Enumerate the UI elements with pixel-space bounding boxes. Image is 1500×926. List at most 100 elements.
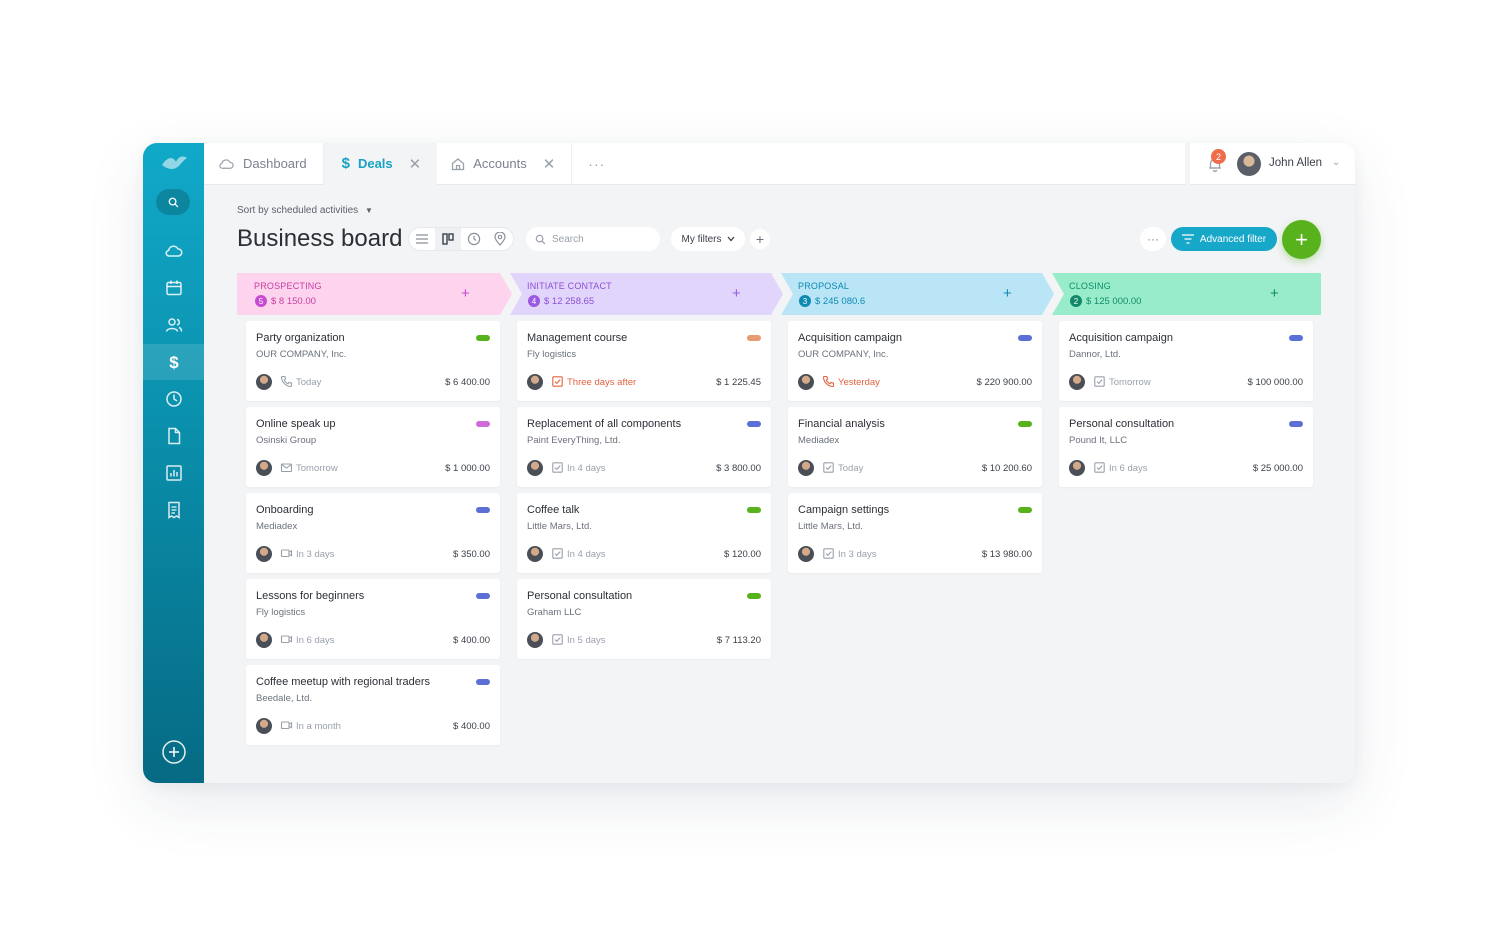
task-icon[interactable] [1093, 375, 1106, 388]
user-name[interactable]: John Allen [1269, 157, 1323, 169]
deal-tag[interactable] [476, 593, 490, 599]
board-view-button[interactable] [435, 228, 461, 250]
sidebar-item-documents[interactable] [143, 418, 204, 454]
list-view-button[interactable] [409, 228, 435, 250]
meeting-icon[interactable] [280, 719, 293, 732]
logo-icon[interactable] [160, 153, 188, 173]
avatar[interactable] [527, 460, 543, 476]
my-filters-dropdown[interactable]: My filters [671, 227, 745, 251]
deal-card[interactable]: Replacement of all components Paint Every… [517, 407, 771, 487]
stage-closing: CLOSING 2 $ 125 000.00 + [1052, 273, 1321, 315]
tab-accounts[interactable]: Accounts ✕ [437, 143, 573, 185]
map-view-button[interactable] [487, 228, 513, 250]
map-pin-icon [494, 232, 506, 246]
deal-card[interactable]: Acquisition campaign OUR COMPANY, Inc. Yes… [788, 321, 1042, 401]
deal-tag[interactable] [476, 507, 490, 513]
meeting-icon[interactable] [280, 547, 293, 560]
deal-tag[interactable] [1018, 335, 1032, 341]
avatar[interactable] [798, 460, 814, 476]
avatar[interactable] [1069, 374, 1085, 390]
sidebar-item-dashboard[interactable] [143, 233, 204, 269]
task-icon[interactable] [551, 633, 564, 646]
task-icon[interactable] [1093, 461, 1106, 474]
add-circle-icon[interactable] [161, 739, 187, 765]
deal-card[interactable]: Personal consultation Pound It, LLC In 6 d… [1059, 407, 1313, 487]
avatar[interactable] [256, 374, 272, 390]
task-icon[interactable] [551, 461, 564, 474]
sidebar-item-reports[interactable] [143, 455, 204, 491]
stage-amount: $ 12 258.65 [544, 295, 595, 307]
deal-tag[interactable] [476, 421, 490, 427]
stage-add-button[interactable]: + [732, 285, 741, 302]
avatar[interactable] [1237, 152, 1261, 176]
timeline-view-button[interactable] [461, 228, 487, 250]
task-icon[interactable] [551, 375, 564, 388]
sidebar-item-deals[interactable]: $ [143, 344, 204, 380]
advanced-filter-button[interactable]: Advanced filter [1171, 227, 1277, 251]
stage-add-button[interactable]: + [1270, 285, 1279, 302]
deal-tag[interactable] [1289, 335, 1303, 341]
deal-card[interactable]: Onboarding Mediadex In 3 days $ 350.00 [246, 493, 500, 573]
deal-tag[interactable] [747, 335, 761, 341]
avatar[interactable] [256, 632, 272, 648]
mail-icon[interactable] [280, 461, 293, 474]
deal-tag[interactable] [1018, 507, 1032, 513]
deal-tag[interactable] [1289, 421, 1303, 427]
deal-tag[interactable] [1018, 421, 1032, 427]
avatar[interactable] [798, 374, 814, 390]
search-icon [535, 234, 546, 244]
deal-tag[interactable] [747, 593, 761, 599]
avatar[interactable] [256, 460, 272, 476]
deal-tag[interactable] [747, 421, 761, 427]
deal-tag[interactable] [476, 679, 490, 685]
stage-shape [1052, 273, 1321, 315]
stage-prospecting: PROSPECTING 5 $ 8 150.00 + [237, 273, 512, 315]
avatar[interactable] [256, 718, 272, 734]
deal-amount: $ 13 980.00 [981, 549, 1032, 560]
tab-dashboard[interactable]: Dashboard [204, 143, 324, 185]
chevron-down-icon[interactable]: ⌄ [1332, 157, 1341, 168]
tab-deals[interactable]: $ Deals ✕ [323, 143, 438, 185]
add-deal-button[interactable]: + [1282, 220, 1321, 259]
deal-card[interactable]: Acquisition campaign Dannor, Ltd. Tomorrow… [1059, 321, 1313, 401]
deal-tag[interactable] [747, 507, 761, 513]
task-icon[interactable] [822, 547, 835, 560]
task-icon[interactable] [822, 461, 835, 474]
sidebar-item-activities[interactable] [143, 381, 204, 417]
avatar[interactable] [798, 546, 814, 562]
avatar[interactable] [527, 632, 543, 648]
deal-tag[interactable] [476, 335, 490, 341]
avatar[interactable] [256, 546, 272, 562]
deal-card[interactable]: Management course Fly logistics Three days… [517, 321, 771, 401]
stage-shape [781, 273, 1054, 315]
add-filter-button[interactable]: + [750, 229, 770, 249]
stage-add-button[interactable]: + [1003, 285, 1012, 302]
search-input[interactable] [552, 233, 652, 245]
avatar[interactable] [1069, 460, 1085, 476]
dollar-icon: $ [341, 155, 350, 172]
deal-card[interactable]: Coffee meetup with regional traders Beeda… [246, 665, 500, 745]
task-icon[interactable] [551, 547, 564, 560]
more-options-button[interactable]: ··· [1140, 227, 1166, 251]
more-tabs-button[interactable]: ··· [588, 155, 606, 172]
sidebar-search-button[interactable] [156, 189, 190, 215]
phone-icon[interactable] [822, 375, 835, 388]
avatar[interactable] [527, 374, 543, 390]
avatar[interactable] [527, 546, 543, 562]
deal-card[interactable]: Campaign settings Little Mars, Ltd. In 3 d… [788, 493, 1042, 573]
sidebar-item-invoices[interactable] [143, 492, 204, 528]
sidebar-item-contacts[interactable] [143, 307, 204, 343]
stage-add-button[interactable]: + [461, 285, 470, 302]
deal-card[interactable]: Personal consultation Graham LLC In 5 days… [517, 579, 771, 659]
sidebar-item-calendar[interactable] [143, 270, 204, 306]
deal-card[interactable]: Coffee talk Little Mars, Ltd. In 4 days $ 1… [517, 493, 771, 573]
deal-card[interactable]: Financial analysis Mediadex Today $ 10 200.… [788, 407, 1042, 487]
phone-icon[interactable] [280, 375, 293, 388]
close-icon[interactable]: ✕ [542, 155, 556, 173]
close-icon[interactable]: ✕ [408, 155, 422, 173]
deal-card[interactable]: Lessons for beginners Fly logistics In 6 d… [246, 579, 500, 659]
sort-dropdown[interactable]: Sort by scheduled activities ▼ [237, 205, 373, 216]
meeting-icon[interactable] [280, 633, 293, 646]
deal-card[interactable]: Party organization OUR COMPANY, Inc. Today… [246, 321, 500, 401]
deal-card[interactable]: Online speak up Osinski Group Tomorrow $ 1 … [246, 407, 500, 487]
